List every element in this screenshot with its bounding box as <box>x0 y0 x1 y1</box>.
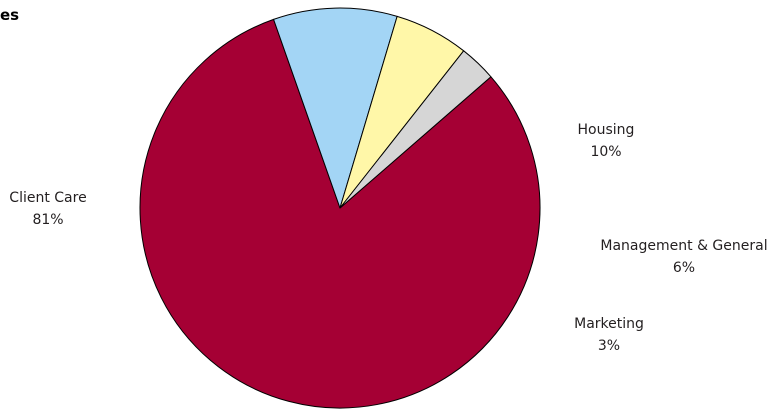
slice-label-name: Management & General <box>600 238 767 254</box>
slice-label-client-care: Client Care 81% <box>9 190 86 228</box>
slice-label-name: Marketing <box>574 316 644 332</box>
pie-slice-housing <box>273 7 398 209</box>
slice-label-housing: Housing 10% <box>578 122 635 160</box>
pie-slices <box>139 7 541 409</box>
slice-label-value: 81% <box>32 212 63 228</box>
slice-label-marketing: Marketing 3% <box>574 316 644 354</box>
slice-label-value: 3% <box>598 338 620 354</box>
slice-label-value: 10% <box>590 144 621 160</box>
slice-label-name: Client Care <box>9 190 86 206</box>
slice-label-value: 6% <box>673 260 695 276</box>
chart-title: es <box>0 6 19 24</box>
pie-labels: Client Care 81% Housing 10% Management & Gen… <box>9 122 767 354</box>
slice-label-name: Housing <box>578 122 635 138</box>
pie-slice-client-care <box>139 18 541 409</box>
slice-label-management-general: Management & General 6% <box>600 238 767 276</box>
pie-slice-marketing <box>339 50 492 209</box>
